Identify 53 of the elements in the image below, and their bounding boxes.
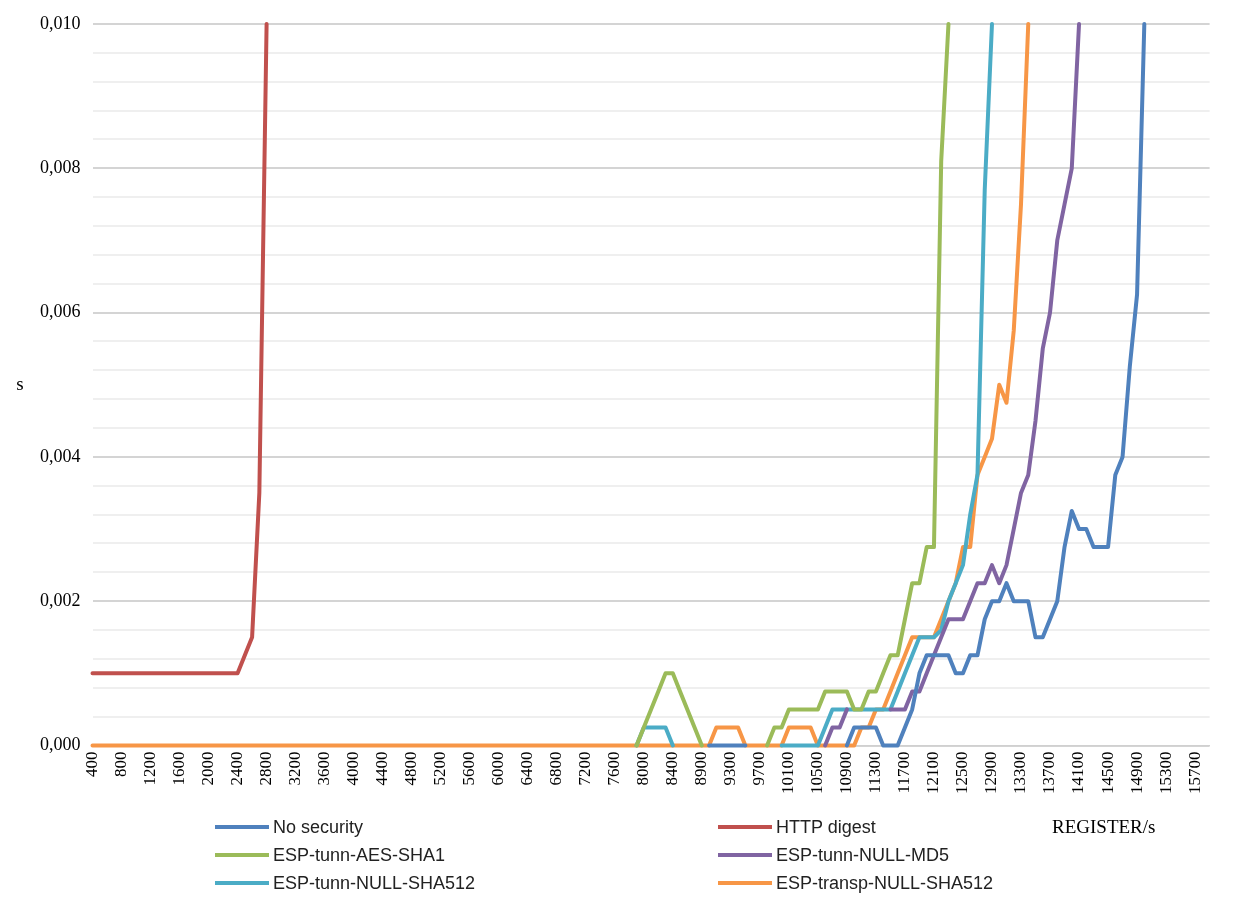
x-tick-label: 6800 bbox=[546, 751, 566, 786]
x-tick-label: 14900 bbox=[1126, 751, 1146, 794]
x-tick-label: 6400 bbox=[517, 751, 537, 786]
x-tick-label: 9300 bbox=[720, 751, 740, 786]
x-tick-label: 13700 bbox=[1039, 751, 1059, 794]
legend-label: ESP-tunn-NULL-MD5 bbox=[776, 844, 950, 866]
y-tick-label: 0,008 bbox=[40, 157, 81, 178]
x-tick-label: 1200 bbox=[140, 751, 159, 786]
x-tick-label: 8000 bbox=[633, 751, 653, 786]
x-tick-label: 10100 bbox=[778, 751, 798, 794]
x-tick-label: 8400 bbox=[662, 751, 682, 786]
x-tick-label: 5600 bbox=[459, 751, 479, 786]
legend-label: HTTP digest bbox=[776, 816, 876, 838]
x-tick-label: 4400 bbox=[372, 751, 392, 786]
x-tick-label: 10900 bbox=[836, 751, 856, 794]
x-tick-label: 9700 bbox=[749, 751, 769, 786]
x-tick-label: 14100 bbox=[1068, 751, 1088, 794]
x-tick-label: 3600 bbox=[314, 751, 334, 786]
x-tick-label: 10500 bbox=[807, 751, 827, 794]
y-tick-label: 0,000 bbox=[40, 734, 81, 755]
x-tick-label: 3200 bbox=[285, 751, 305, 786]
x-tick-label: 12500 bbox=[952, 751, 972, 794]
x-axis-title: REGISTER/s bbox=[1052, 816, 1156, 838]
x-tick-label: 400 bbox=[81, 751, 101, 777]
legend-label: ESP-tunn-AES-SHA1 bbox=[273, 844, 446, 866]
x-tick-label: 12900 bbox=[981, 751, 1001, 794]
y-tick-label: 0,004 bbox=[40, 445, 81, 466]
legend-label: ESP-tunn-NULL-SHA512 bbox=[273, 872, 476, 894]
x-tick-label: 5200 bbox=[430, 751, 450, 786]
x-tick-label: 14500 bbox=[1097, 751, 1117, 794]
legend-label: ESP-transp-NULL-SHA512 bbox=[776, 872, 994, 894]
x-tick-label: 13300 bbox=[1010, 751, 1030, 794]
x-tick-label: 11300 bbox=[865, 751, 885, 794]
x-tick-label: 2800 bbox=[256, 751, 276, 786]
y-tick-label: 0,006 bbox=[40, 301, 81, 322]
legend-label: No security bbox=[273, 816, 364, 838]
x-tick-label: 4800 bbox=[401, 751, 421, 786]
x-tick-label: 2000 bbox=[198, 751, 218, 786]
x-tick-label: 1600 bbox=[169, 751, 189, 786]
x-tick-label: 7600 bbox=[604, 751, 624, 786]
x-tick-label: 15300 bbox=[1155, 751, 1175, 794]
x-tick-label: 6000 bbox=[488, 751, 508, 786]
y-tick-label: 0,010 bbox=[40, 12, 81, 33]
x-tick-label: 11700 bbox=[894, 751, 914, 794]
y-axis-title: s bbox=[16, 372, 24, 394]
x-tick-label: 800 bbox=[110, 751, 130, 777]
x-tick-label: 7200 bbox=[575, 751, 595, 786]
y-tick-label: 0,002 bbox=[40, 589, 81, 610]
x-tick-label: 2400 bbox=[227, 751, 247, 786]
x-tick-label: 12100 bbox=[923, 751, 943, 794]
x-tick-label: 4000 bbox=[343, 751, 363, 786]
x-tick-label: 8900 bbox=[691, 751, 711, 786]
x-tick-label: 15700 bbox=[1184, 751, 1204, 794]
